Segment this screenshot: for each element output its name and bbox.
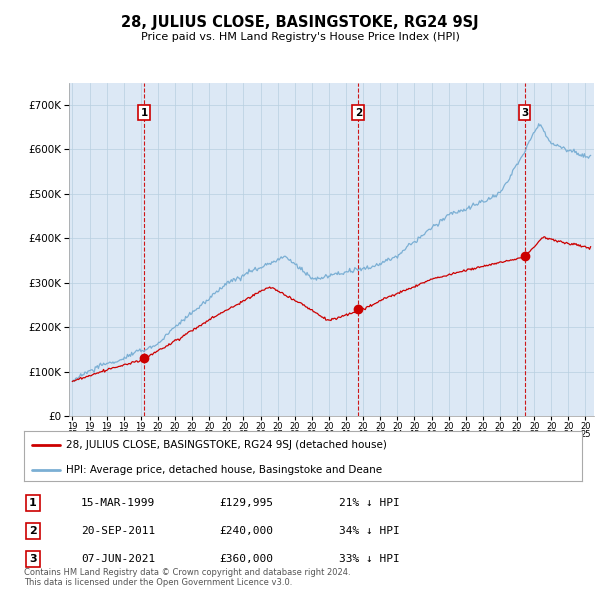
Text: 15-MAR-1999: 15-MAR-1999 <box>81 498 155 507</box>
Text: £360,000: £360,000 <box>219 555 273 564</box>
Text: 20-SEP-2011: 20-SEP-2011 <box>81 526 155 536</box>
Text: 21% ↓ HPI: 21% ↓ HPI <box>339 498 400 507</box>
Text: HPI: Average price, detached house, Basingstoke and Deane: HPI: Average price, detached house, Basi… <box>66 465 382 475</box>
Text: £240,000: £240,000 <box>219 526 273 536</box>
Text: 3: 3 <box>29 555 37 564</box>
Text: 28, JULIUS CLOSE, BASINGSTOKE, RG24 9SJ (detached house): 28, JULIUS CLOSE, BASINGSTOKE, RG24 9SJ … <box>66 440 387 450</box>
Text: 1: 1 <box>141 107 148 117</box>
Text: 2: 2 <box>355 107 362 117</box>
Text: 34% ↓ HPI: 34% ↓ HPI <box>339 526 400 536</box>
Text: Contains HM Land Registry data © Crown copyright and database right 2024.
This d: Contains HM Land Registry data © Crown c… <box>24 568 350 587</box>
Text: 2: 2 <box>29 526 37 536</box>
Text: 28, JULIUS CLOSE, BASINGSTOKE, RG24 9SJ: 28, JULIUS CLOSE, BASINGSTOKE, RG24 9SJ <box>121 15 479 30</box>
Text: Price paid vs. HM Land Registry's House Price Index (HPI): Price paid vs. HM Land Registry's House … <box>140 32 460 42</box>
Text: 07-JUN-2021: 07-JUN-2021 <box>81 555 155 564</box>
Text: £129,995: £129,995 <box>219 498 273 507</box>
Text: 33% ↓ HPI: 33% ↓ HPI <box>339 555 400 564</box>
Text: 1: 1 <box>29 498 37 507</box>
Text: 3: 3 <box>521 107 528 117</box>
